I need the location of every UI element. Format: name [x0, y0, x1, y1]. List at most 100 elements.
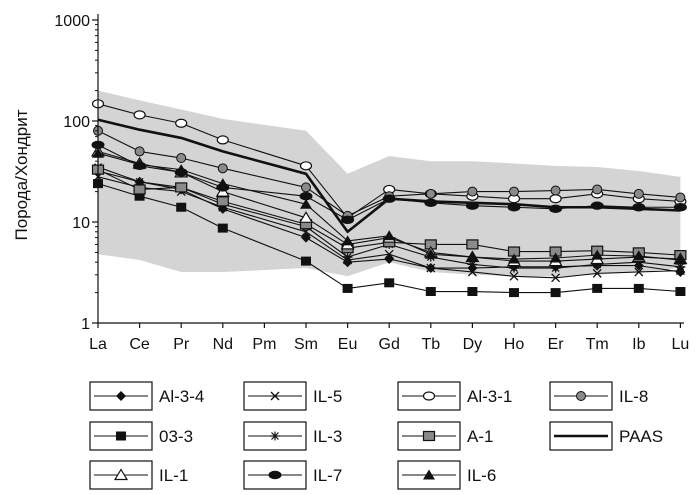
point-03-3-ce: [134, 191, 145, 201]
point-al-3-1-ce: [133, 110, 146, 120]
point-il-8-sm: [301, 182, 311, 193]
legend-marker-il-8: [576, 391, 586, 401]
range-band: [98, 90, 681, 277]
legend-marker-il-5: [270, 391, 280, 401]
point-il-5-tb: [426, 263, 436, 273]
legend-label-paas: PAAS: [619, 427, 663, 446]
point-il-8-er: [550, 185, 561, 196]
point-03-3-eu: [342, 283, 353, 293]
point-03-3-ho: [509, 288, 519, 298]
point-il-5-ib: [634, 267, 644, 277]
point-03-3-tm: [592, 283, 603, 293]
point-il-6-tm: [591, 249, 604, 260]
series-line-a-1: [97, 169, 681, 256]
x-tick-label-tm: Tm: [586, 336, 609, 353]
point-03-3-lu: [675, 287, 686, 297]
x-tick-label-ce: Ce: [129, 336, 150, 353]
point-il-7-gd: [382, 194, 396, 203]
point-03-3-gd: [384, 278, 395, 288]
legend-item-al-3-4: Al-3-4: [89, 381, 204, 411]
series-line-03-3: [97, 183, 681, 294]
point-il-6-eu: [341, 235, 354, 246]
x-tick-label-eu: Eu: [338, 336, 358, 353]
y-tick-label: 100: [63, 114, 90, 131]
point-il-6-ce: [133, 159, 146, 170]
legend-label-il-6: IL-6: [467, 466, 496, 485]
legend-marker-il-6: [423, 469, 435, 480]
legend-item-il-8: IL-8: [549, 381, 648, 411]
point-il-7-er: [549, 204, 563, 214]
legend-label-al-3-1: Al-3-1: [467, 387, 512, 406]
point-il-6-sm: [300, 198, 312, 209]
y-tick-label: 1: [81, 316, 90, 333]
x-tick-label-dy: Dy: [463, 336, 483, 353]
legend-marker-al-3-1: [422, 391, 436, 401]
point-il-5-tm: [592, 268, 602, 278]
point-il-7-tm: [590, 201, 604, 210]
point-il-8-ho: [509, 186, 519, 197]
y-tick-label: 10: [72, 215, 90, 232]
legend-item-il-6: IL-6: [397, 460, 496, 490]
point-il-5-ho: [509, 271, 519, 281]
x-tick-label-nd: Nd: [213, 336, 233, 353]
series-line-al-3-1: [97, 103, 681, 219]
point-a-1-nd: [216, 196, 229, 207]
point-il-3-eu: [342, 252, 353, 262]
x-tick-label-la: La: [89, 336, 107, 353]
point-al-3-1-er: [549, 194, 562, 204]
point-il-7-ho: [507, 203, 521, 212]
point-il-8-dy: [467, 186, 478, 197]
point-il-3-ce: [134, 177, 145, 187]
legend-label-03-3: 03-3: [159, 427, 193, 446]
legend-marker-03-3: [116, 431, 126, 441]
legend-item-il-1: IL-1: [89, 460, 188, 490]
point-03-3-nd: [217, 223, 228, 233]
point-03-3-dy: [467, 287, 478, 297]
series-il-6: [92, 147, 687, 265]
point-il-7-ib: [632, 203, 646, 212]
point-il-8-ib: [633, 188, 644, 199]
x-tick-label-ib: Ib: [632, 336, 645, 353]
legend-marker-il-1: [113, 468, 129, 481]
series-line-il-6: [97, 152, 681, 261]
point-03-3-er: [550, 288, 561, 298]
point-il-8-tm: [592, 184, 603, 195]
series-line-il-5: [97, 176, 681, 279]
point-il-8-ce: [134, 146, 145, 157]
point-il-5-dy: [467, 267, 477, 277]
legend-label-il-3: IL-3: [313, 427, 342, 446]
legend-item-a-1: A-1: [397, 421, 493, 451]
point-il-6-nd: [216, 178, 229, 189]
legend-layer: Al-3-4 IL-5 Al-3-1 IL-8 03-3 IL-3 A-1 PAAS IL-1 I…: [89, 381, 663, 490]
point-a-1-dy: [466, 239, 479, 250]
x-tick-label-pm: Pm: [252, 336, 276, 353]
point-il-6-gd: [383, 230, 396, 241]
range-band-layer: [98, 90, 681, 277]
point-il-8-tb: [425, 188, 436, 199]
x-tick-label-lu: Lu: [672, 336, 690, 353]
series-line-paas: [97, 118, 681, 234]
legend-item-paas: PAAS: [549, 421, 663, 451]
point-al-3-1-nd: [216, 135, 229, 145]
point-il-6-er: [549, 252, 562, 263]
x-tick-label-ho: Ho: [504, 336, 525, 353]
series-line-il-8: [97, 130, 681, 217]
point-il-6-ho: [508, 253, 520, 264]
point-03-3-sm: [301, 256, 311, 266]
x-tick-label-er: Er: [548, 336, 565, 353]
legend-marker-il-3: [270, 431, 280, 441]
legend-item-il-5: IL-5: [243, 381, 342, 411]
legend-item-il-7: IL-7: [243, 460, 342, 490]
point-il-8-nd: [217, 163, 228, 174]
series-line-il-7: [97, 144, 681, 221]
legend-marker-il-7: [268, 470, 282, 480]
y-tick-label: 1000: [54, 13, 90, 30]
point-il-5-er: [551, 273, 561, 283]
point-03-3-pr: [176, 202, 187, 212]
legend-item-il-3: IL-3: [243, 421, 342, 451]
point-il-6-ib: [632, 250, 645, 261]
x-tick-label-gd: Gd: [379, 336, 400, 353]
point-al-3-1-sm: [299, 161, 313, 171]
series-layer: [90, 99, 688, 298]
point-il-6-dy: [466, 251, 479, 262]
